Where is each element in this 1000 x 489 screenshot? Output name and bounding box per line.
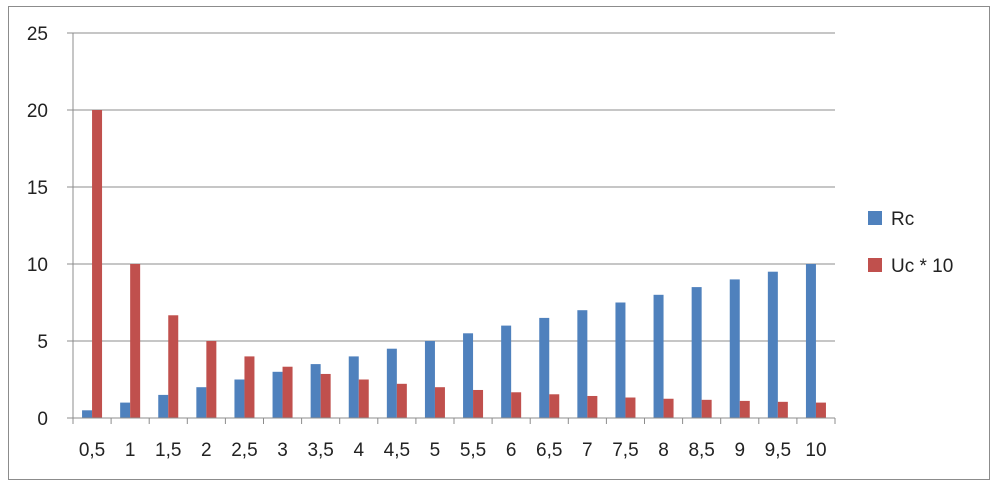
bar-rc-3 (272, 371, 283, 418)
x-tick-label: 7,5 (612, 440, 638, 461)
x-tick-label: 1,5 (155, 440, 181, 461)
bar-uc10-0,5 (92, 110, 103, 418)
bar-rc-9 (729, 279, 740, 418)
legend-label-uc10: Uc * 10 (891, 256, 953, 277)
axes (72, 33, 836, 424)
x-tick-label: 2,5 (231, 440, 257, 461)
bars (82, 110, 826, 418)
bar-uc10-6,5 (549, 394, 560, 418)
bar-rc-7,5 (615, 302, 626, 418)
bar-rc-5,5 (463, 333, 474, 418)
bar-uc10-1,5 (168, 315, 179, 418)
y-tick-label: 0 (37, 409, 48, 430)
x-tick-label: 6,5 (536, 440, 562, 461)
bar-uc10-4 (358, 379, 369, 418)
y-tick-label: 25 (27, 24, 48, 45)
x-tick-label: 3 (277, 440, 288, 461)
x-tick-label: 4 (353, 440, 364, 461)
bar-rc-1 (120, 402, 131, 418)
bar-uc10-6 (511, 392, 522, 418)
x-tick-label: 5,5 (460, 440, 486, 461)
bar-rc-3,5 (310, 364, 321, 418)
bar-uc10-5 (434, 387, 445, 418)
bar-rc-5 (424, 341, 435, 418)
x-tick-label: 8,5 (688, 440, 714, 461)
bar-uc10-7,5 (625, 397, 636, 418)
bar-rc-4 (348, 356, 359, 418)
bar-rc-6,5 (539, 317, 550, 418)
y-tick-label: 5 (37, 332, 48, 353)
bar-rc-10 (805, 264, 816, 418)
x-tick-labels: 0,5 1 1,5 2 2,5 3 3,5 4 4,5 5 5,5 6 6,5 7 7,5 8 8,5 9 9,5 1… (79, 440, 827, 461)
y-tick-labels: 0 5 10 15 20 25 (27, 24, 73, 430)
bar-uc10-3,5 (320, 373, 331, 418)
y-tick-label: 10 (27, 255, 48, 276)
bar-rc-2,5 (234, 379, 245, 418)
bar-uc10-1 (130, 264, 141, 418)
bar-uc10-9 (739, 400, 750, 418)
bar-rc-1,5 (158, 394, 169, 418)
y-tick-label: 15 (27, 178, 48, 199)
x-tick-label: 5 (430, 440, 441, 461)
legend: Rc Uc * 10 (868, 209, 953, 277)
bar-rc-6 (501, 325, 512, 418)
x-tick-label: 8 (658, 440, 669, 461)
bar-rc-7 (577, 310, 588, 418)
x-tick-label: 9 (734, 440, 745, 461)
bar-uc10-9,5 (777, 401, 788, 418)
bar-uc10-2,5 (244, 356, 255, 418)
x-tick-label: 3,5 (307, 440, 333, 461)
x-tick-label: 10 (805, 440, 826, 461)
grid-lines (73, 32, 835, 342)
x-tick-label: 4,5 (384, 440, 410, 461)
bar-uc10-2 (206, 341, 217, 418)
bar-uc10-10 (815, 402, 826, 418)
bar-uc10-4,5 (396, 383, 407, 418)
x-tick-label: 9,5 (765, 440, 791, 461)
legend-label-rc: Rc (891, 209, 914, 230)
bar-rc-0,5 (82, 410, 93, 418)
bar-rc-9,5 (767, 271, 778, 418)
x-tick-label: 7 (582, 440, 593, 461)
legend-swatch-rc (868, 211, 882, 225)
x-tick-label: 6 (506, 440, 517, 461)
bar-uc10-7 (587, 395, 598, 418)
x-tick-label: 2 (201, 440, 212, 461)
bar-uc10-8 (663, 398, 674, 418)
x-tick-label: 1 (125, 440, 136, 461)
y-tick-label: 20 (27, 101, 48, 122)
bar-uc10-3 (282, 366, 293, 418)
bar-rc-2 (196, 387, 207, 418)
bar-uc10-5,5 (473, 389, 484, 418)
legend-swatch-uc10 (868, 258, 882, 272)
bar-rc-8 (653, 294, 664, 418)
bar-rc-8,5 (691, 287, 702, 418)
bar-uc10-8,5 (701, 399, 712, 418)
x-tick-label: 0,5 (79, 440, 105, 461)
bar-rc-4,5 (386, 348, 397, 418)
